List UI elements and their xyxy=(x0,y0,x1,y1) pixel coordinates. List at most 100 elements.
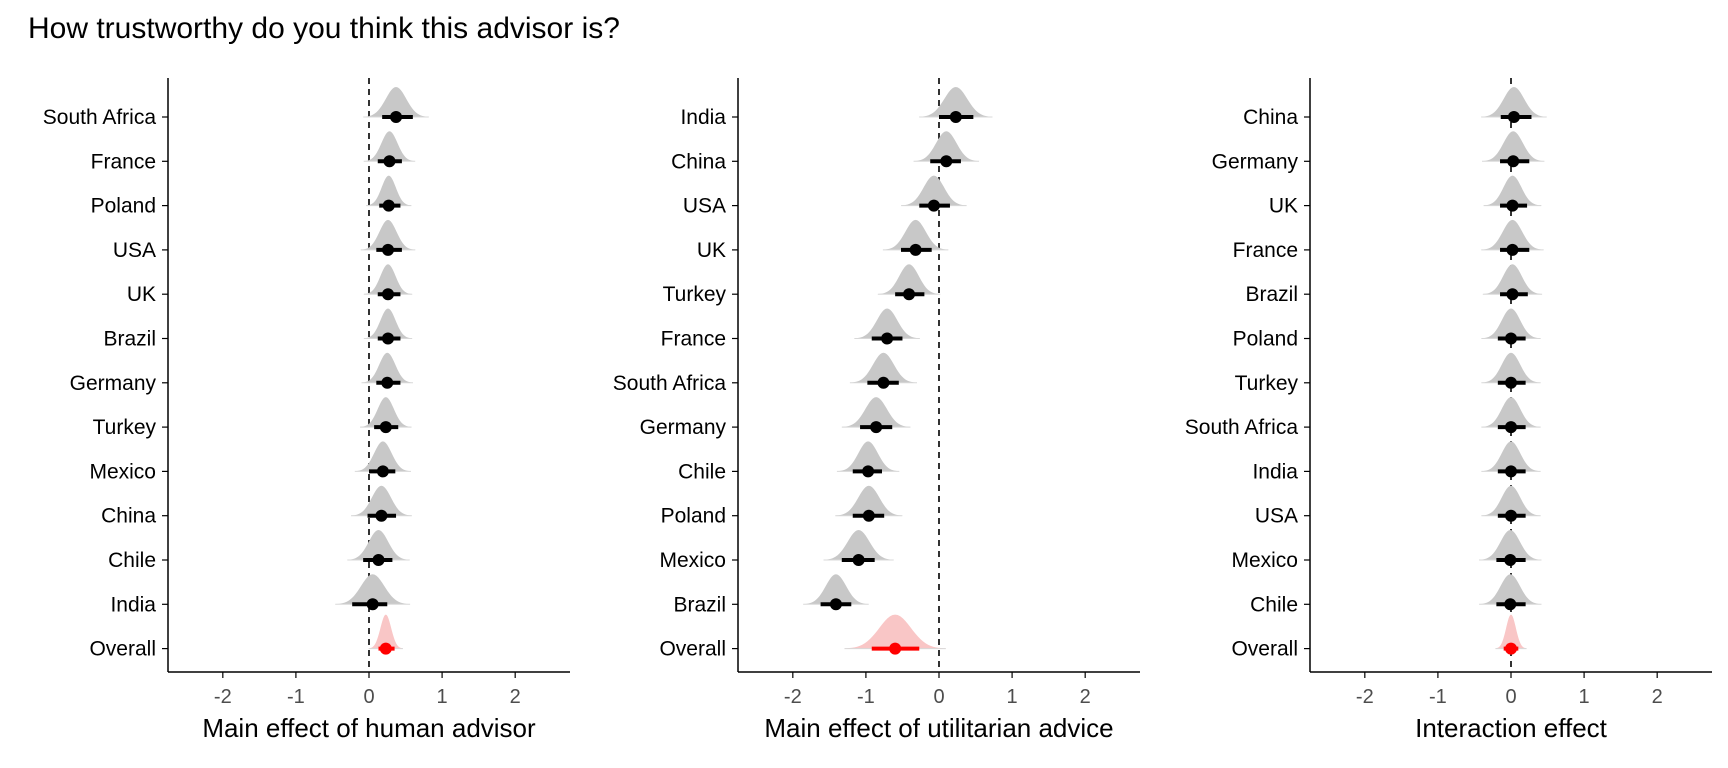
category-label: France xyxy=(661,328,726,351)
point-estimate xyxy=(1505,465,1517,478)
density-china xyxy=(1481,87,1547,117)
point-estimate xyxy=(1506,243,1519,256)
point-estimate xyxy=(881,332,894,345)
category-label: France xyxy=(91,150,156,173)
point-estimate xyxy=(940,155,953,168)
point-estimate xyxy=(889,642,902,655)
category-label: USA xyxy=(113,239,156,262)
x-tick-label: -1 xyxy=(1429,686,1447,708)
density-brazil xyxy=(803,574,869,605)
x-tick-label: -1 xyxy=(287,686,305,708)
category-label: Germany xyxy=(1212,150,1299,173)
point-estimate xyxy=(390,111,403,123)
x-tick-label: 1 xyxy=(1007,686,1018,708)
category-label: Chile xyxy=(1250,593,1298,616)
category-label: India xyxy=(1252,460,1298,483)
category-label: France xyxy=(1233,239,1298,262)
category-label: Brazil xyxy=(103,328,156,351)
point-estimate xyxy=(375,509,388,522)
density-france xyxy=(363,131,416,162)
density-uk xyxy=(882,219,949,250)
density-uk xyxy=(363,264,413,295)
density-mexico xyxy=(823,530,894,560)
density-poland xyxy=(1481,308,1541,339)
point-estimate xyxy=(877,376,890,389)
category-label: Poland xyxy=(91,195,156,218)
category-label: Turkey xyxy=(93,416,157,439)
density-usa xyxy=(360,219,416,250)
category-label: India xyxy=(680,106,726,129)
category-label: Brazil xyxy=(673,593,726,616)
category-label: Germany xyxy=(70,372,157,395)
category-label: China xyxy=(671,150,726,173)
density-germany xyxy=(361,352,413,383)
x-tick-label: 0 xyxy=(363,686,374,708)
point-estimate xyxy=(1505,421,1517,434)
point-estimate xyxy=(862,509,875,522)
x-tick-label: -1 xyxy=(857,686,875,708)
density-germany xyxy=(841,397,911,428)
point-estimate xyxy=(903,288,916,301)
density-india xyxy=(1481,441,1541,472)
density-france xyxy=(854,308,920,339)
category-label: Overall xyxy=(89,638,156,661)
category-label: Chile xyxy=(678,460,726,483)
point-estimate xyxy=(829,598,842,611)
category-label: China xyxy=(1243,106,1298,129)
point-estimate xyxy=(379,642,392,655)
category-label: Brazil xyxy=(1245,283,1298,306)
point-estimate xyxy=(949,111,962,123)
point-estimate xyxy=(382,332,395,345)
x-tick-label: 1 xyxy=(1579,686,1590,708)
chart-title: How trustworthy do you think this adviso… xyxy=(28,12,620,45)
x-tick-label: 2 xyxy=(1080,686,1091,708)
category-label: Overall xyxy=(1231,638,1298,661)
category-label: USA xyxy=(1255,505,1298,528)
point-estimate xyxy=(1505,332,1517,345)
x-tick-label: 0 xyxy=(1505,686,1516,708)
density-germany xyxy=(1482,131,1545,162)
point-estimate xyxy=(379,421,392,434)
density-chile xyxy=(347,530,410,560)
point-estimate xyxy=(372,554,385,566)
point-estimate xyxy=(1507,155,1520,168)
point-estimate xyxy=(1505,642,1517,655)
x-tick-label: -2 xyxy=(214,686,232,708)
point-estimate xyxy=(927,199,940,212)
category-label: USA xyxy=(683,195,726,218)
category-label: India xyxy=(110,593,156,616)
category-label: South Africa xyxy=(613,372,727,395)
density-turkey xyxy=(1481,352,1541,383)
category-label: Overall xyxy=(659,638,726,661)
category-label: UK xyxy=(127,283,156,306)
point-estimate xyxy=(382,243,395,256)
density-chile xyxy=(1479,574,1542,605)
panel-2: India China USA UK Turkey France South Africa G… xyxy=(613,78,1140,743)
category-label: Mexico xyxy=(659,549,726,572)
density-usa xyxy=(901,175,967,206)
category-label: Turkey xyxy=(1235,372,1299,395)
density-china xyxy=(913,131,980,162)
category-label: Turkey xyxy=(663,283,727,306)
x-tick-label: 1 xyxy=(437,686,448,708)
point-estimate xyxy=(376,465,389,478)
point-estimate xyxy=(852,554,865,566)
density-mexico xyxy=(354,441,411,472)
x-tick-label: 2 xyxy=(1652,686,1663,708)
density-south-africa xyxy=(1481,397,1541,428)
point-estimate xyxy=(870,421,883,434)
x-tick-label: -2 xyxy=(1356,686,1374,708)
x-axis-title: Interaction effect xyxy=(1415,713,1608,743)
point-estimate xyxy=(382,199,395,212)
category-label: Germany xyxy=(640,416,727,439)
density-turkey xyxy=(877,264,941,295)
point-estimate xyxy=(1504,598,1517,611)
point-estimate xyxy=(1506,288,1519,301)
density-overall xyxy=(1495,614,1527,649)
density-poland xyxy=(366,175,412,206)
x-tick-label: 2 xyxy=(510,686,521,708)
point-estimate xyxy=(1505,376,1517,389)
x-axis-title: Main effect of utilitarian advice xyxy=(764,713,1113,743)
density-overall xyxy=(368,614,403,649)
